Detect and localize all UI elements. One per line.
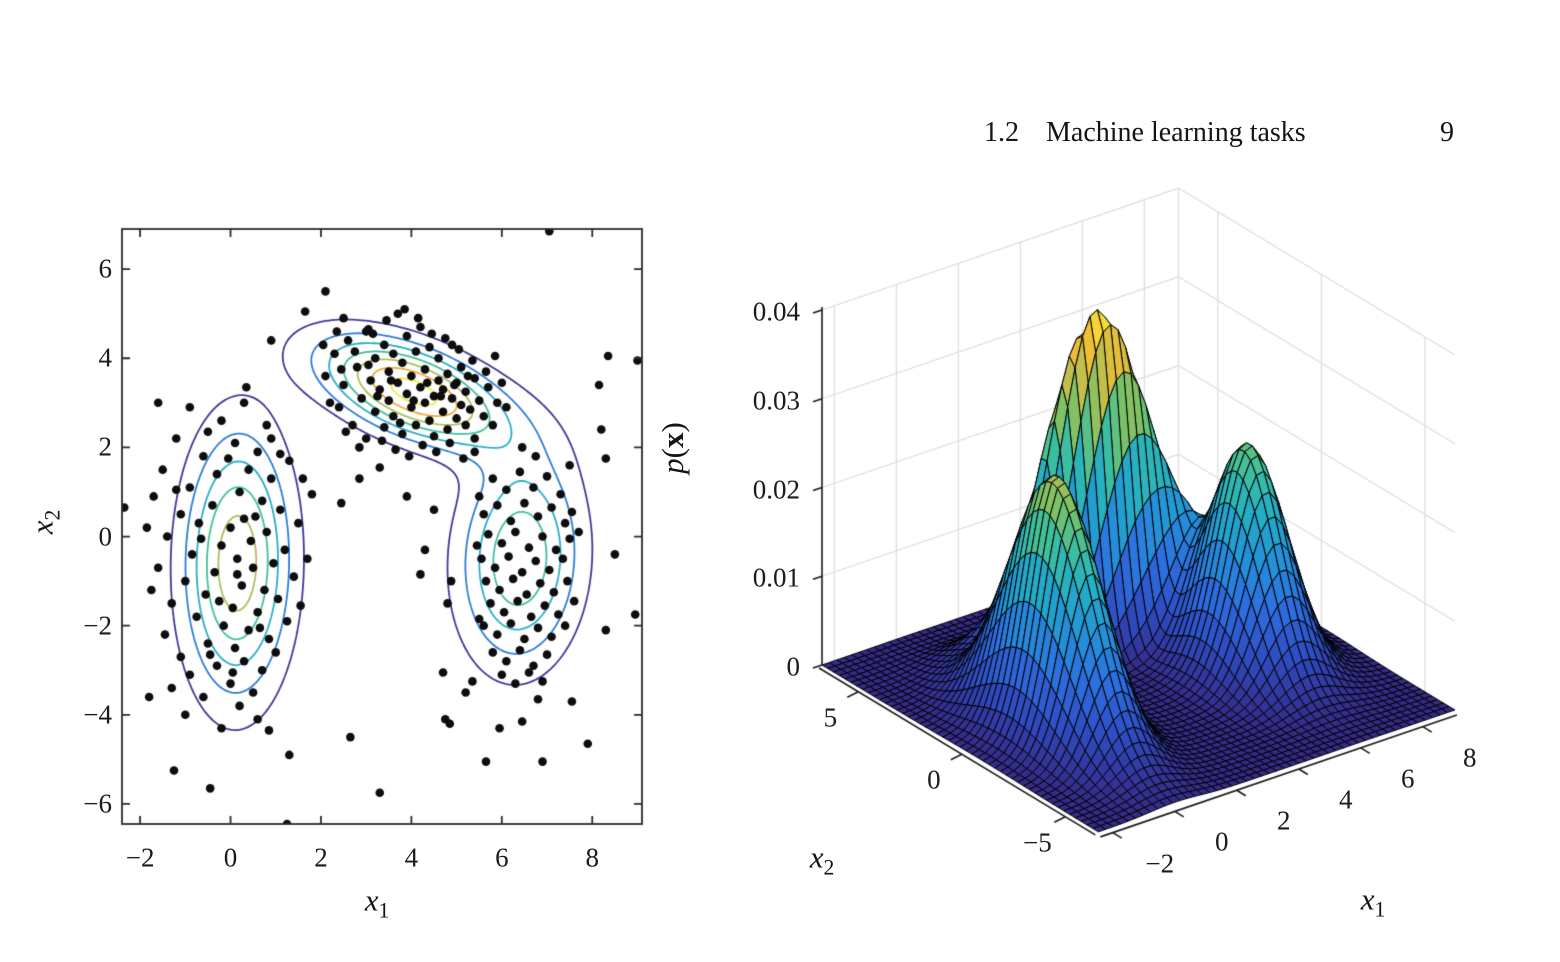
- contour-ytick-label: 6: [98, 253, 113, 284]
- surface-zaxis-label: p(x): [655, 422, 690, 474]
- contour-ytick-label: −6: [83, 788, 112, 819]
- contour-ytick-label: 2: [98, 431, 113, 462]
- surface-yaxis-label: x2: [809, 839, 835, 880]
- contour-plot-canvas: [90, 195, 690, 895]
- contour-ytick-label: −4: [83, 699, 112, 730]
- contour-ytick-label: 0: [98, 521, 113, 552]
- contour-yaxis-label: x2: [24, 509, 65, 535]
- contour-xaxis-label: x1: [364, 882, 390, 923]
- surface-ztick-label: 0: [786, 651, 801, 682]
- surface-plot-canvas: [650, 130, 1510, 950]
- surface-ytick-label: −5: [1022, 827, 1052, 858]
- surface-xtick-label: 0: [1214, 826, 1229, 857]
- surface-xtick-label: −2: [1145, 848, 1175, 879]
- contour-xtick-label: −2: [125, 842, 155, 873]
- surface-ztick-label: 0.04: [752, 296, 800, 327]
- contour-xtick-label: 6: [495, 842, 509, 873]
- surface-xtick-label: 2: [1276, 805, 1291, 836]
- surface-ztick-label: 0.03: [752, 385, 800, 416]
- contour-xtick-label: 2: [314, 842, 328, 873]
- contour-xtick-label: 8: [585, 842, 600, 873]
- surface-ztick-label: 0.01: [752, 562, 800, 593]
- contour-xtick-label: 4: [404, 842, 419, 873]
- contour-ytick-label: −2: [83, 610, 112, 641]
- contour-ytick-label: 4: [98, 342, 113, 373]
- surface-ztick-label: 0.02: [752, 474, 800, 504]
- surface-xtick-label: 4: [1338, 784, 1353, 815]
- surface-ytick-label: 5: [823, 702, 838, 733]
- surface-xtick-label: 8: [1462, 742, 1477, 773]
- contour-xtick-label: 0: [223, 842, 238, 873]
- surface-xtick-label: 6: [1400, 763, 1415, 794]
- surface-xaxis-label: x1: [1360, 881, 1386, 922]
- surface-ytick-label: 0: [927, 764, 941, 795]
